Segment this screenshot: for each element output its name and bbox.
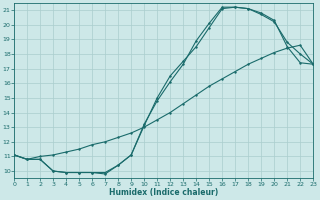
X-axis label: Humidex (Indice chaleur): Humidex (Indice chaleur) — [109, 188, 218, 197]
